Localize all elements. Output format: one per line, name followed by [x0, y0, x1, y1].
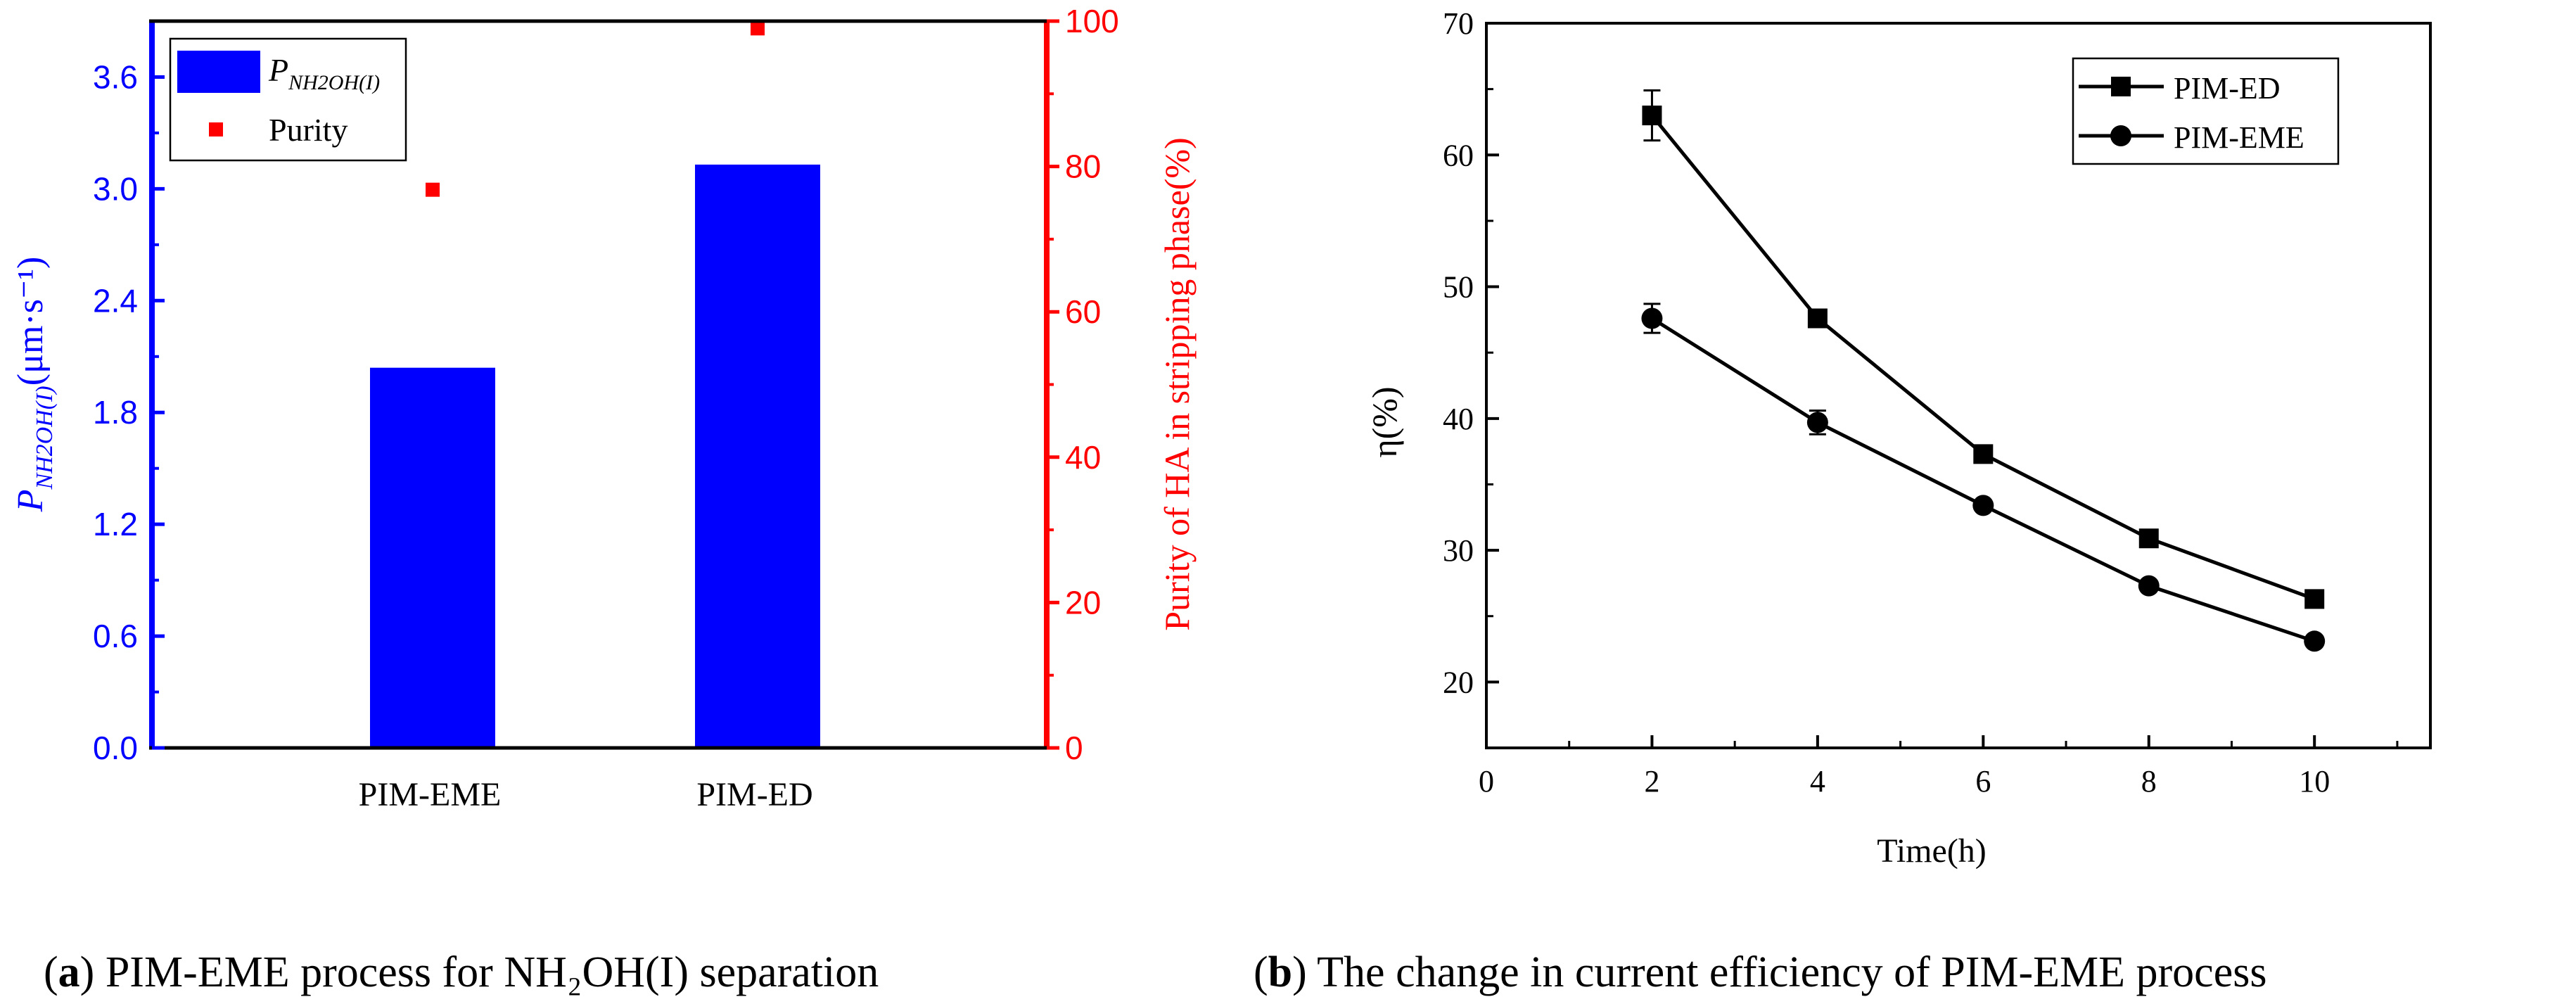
chart-b-x-axis-title: Time(h) [1877, 832, 1987, 870]
chart-a-purity-point-pim-eme [426, 182, 440, 197]
chart-b-point-pim-eme [2304, 630, 2326, 652]
chart-a-bar-pim-ed [695, 164, 820, 748]
chart-b-y-tick-label: 70 [1443, 6, 1474, 41]
chart-b-point-pim-ed [1642, 106, 1662, 126]
chart-a-category-label: PIM-ED [696, 776, 812, 813]
chart-b-point-pim-ed [1807, 308, 1828, 329]
chart-b-point-pim-eme [2138, 575, 2160, 597]
chart-a-legend-bar-swatch [177, 51, 260, 93]
chart-a-left-tick-label: 2.4 [93, 282, 138, 319]
chart-a-left-tick-label: 1.2 [93, 506, 138, 542]
caption-b: (b) The change in current efficiency of … [1254, 948, 2266, 996]
chart-b-line-pim-eme [1651, 317, 2315, 643]
chart-a-right-tick-label: 0 [1065, 730, 1083, 766]
chart-b-legend-label-eme: PIM-EME [2174, 120, 2304, 155]
chart-b-x-tick-label: 10 [2299, 764, 2330, 799]
chart-b-point-pim-ed [1973, 444, 1994, 464]
chart-a-right-tick-label: 20 [1065, 584, 1101, 621]
chart-b-legend: PIM-ED PIM-EME [2072, 57, 2340, 165]
chart-b-frame [1485, 22, 2432, 749]
chart-b-y-axis-title: η(%) [1365, 386, 1404, 457]
chart-a-legend-point-label: Purity [269, 112, 347, 148]
chart-b-legend-label-ed: PIM-ED [2174, 71, 2281, 106]
chart-a-legend: PNH2OH(I) Purity [169, 37, 407, 162]
chart-b-point-pim-eme [1972, 495, 1994, 516]
chart-a: 0.0 0.6 1.2 1.8 2.4 3.0 3.6 0 20 40 60 80 100 PIM-E… [11, 3, 1197, 813]
chart-a-legend-bar-label: PNH2OH(I) [268, 52, 380, 94]
chart-a-left-tick-label: 0.0 [93, 730, 138, 766]
chart-b-x-tick-label: 8 [2141, 764, 2157, 799]
caption-b-label: b [1268, 948, 1292, 996]
chart-b-y-tick-label: 40 [1443, 402, 1474, 436]
chart-b-x-tick-label: 0 [1479, 764, 1494, 799]
chart-a-left-axis-title: PNH2OH(I)(μm·s⁻¹) [11, 257, 58, 513]
chart-b-point-pim-eme [1641, 307, 1663, 329]
chart-b-point-pim-ed [2304, 589, 2325, 609]
chart-b: 0 2 4 6 8 10 20 30 40 50 60 70 Time(h) η(%) PIM-ED… [1365, 6, 2432, 870]
chart-a-left-tick-label: 1.8 [93, 394, 138, 431]
chart-a-purity-point-pim-ed [751, 21, 765, 36]
chart-b-y-tick-label: 20 [1443, 665, 1474, 699]
chart-b-y-tick-label: 60 [1443, 138, 1474, 172]
chart-b-legend-marker-eme [2110, 125, 2131, 146]
chart-b-point-pim-ed [2138, 528, 2159, 549]
chart-a-right-tick-label: 80 [1065, 148, 1101, 185]
chart-b-x-tick-label: 6 [1975, 764, 1991, 799]
chart-b-legend-box [2072, 57, 2340, 165]
chart-a-left-tick-label: 0.6 [93, 618, 138, 654]
chart-b-y-tick-label: 30 [1443, 533, 1474, 568]
chart-a-category-label: PIM-EME [359, 776, 502, 813]
chart-b-x-tick-label: 2 [1644, 764, 1659, 799]
chart-a-right-tick-label: 60 [1065, 293, 1101, 330]
caption-a-text: PIM-EME process for NH₂OH(I) separation [94, 948, 879, 996]
caption-a: (a) PIM-EME process for NH₂OH(I) separat… [44, 948, 879, 996]
chart-a-bar-pim-eme [370, 367, 495, 748]
chart-a-legend-point-swatch [209, 122, 223, 136]
chart-a-left-tick-label: 3.0 [93, 170, 138, 207]
chart-b-legend-marker-ed [2111, 77, 2131, 96]
chart-b-x-tick-label: 4 [1810, 764, 1825, 799]
chart-b-point-pim-eme [1806, 412, 1828, 433]
chart-a-left-tick-label: 3.6 [93, 58, 138, 95]
caption-b-text: The change in current efficiency of PIM-… [1307, 948, 2267, 996]
chart-a-right-tick-label: 100 [1065, 3, 1119, 39]
chart-b-y-tick-label: 50 [1443, 270, 1474, 305]
chart-a-right-axis-title: Purity of HA in stripping phase(%) [1157, 137, 1197, 630]
chart-b-line-pim-ed [1650, 114, 2316, 601]
chart-a-right-tick-label: 40 [1065, 439, 1101, 476]
caption-a-label: a [58, 948, 80, 996]
